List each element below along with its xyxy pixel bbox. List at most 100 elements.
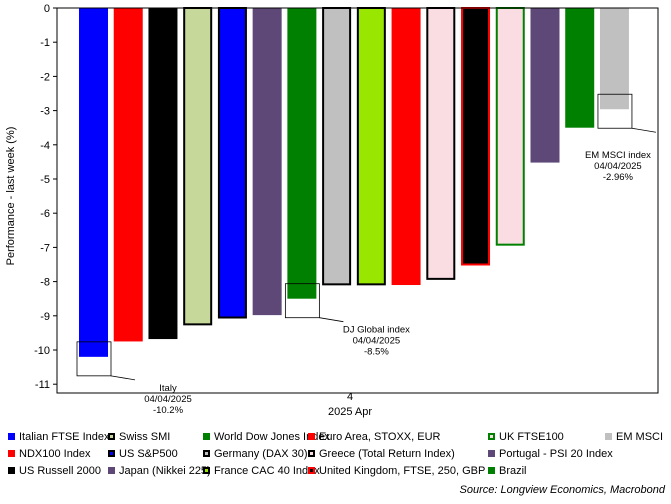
legend-label: France CAC 40 Index <box>214 464 320 477</box>
legend-label: Swiss SMI <box>119 430 171 443</box>
bar-euro-area-stoxx-eur <box>391 8 421 286</box>
legend-swatch <box>605 433 612 440</box>
x-tick-label-month: 2025 Apr <box>328 406 372 418</box>
legend-label: US S&P500 <box>119 447 178 460</box>
legend-label: Portugal - PSI 20 Index <box>499 447 613 460</box>
annotation-text: EM MSCI index <box>585 150 651 161</box>
bar-em-msci <box>599 8 629 110</box>
bar-swiss-smi <box>183 7 213 326</box>
bar-greece-total-return-index <box>426 7 456 280</box>
legend-label: Euro Area, STOXX, EUR <box>319 430 441 443</box>
y-tick-label: -3 <box>40 106 50 118</box>
legend-item: Italian FTSE Index <box>8 431 110 443</box>
annotation-text: -8.5% <box>364 347 389 358</box>
y-axis-label: Performance - last week (%) <box>5 127 17 266</box>
legend-item: UK FTSE100 <box>488 431 564 443</box>
legend-swatch <box>8 467 15 474</box>
legend-swatch <box>308 433 315 440</box>
legend-item: US S&P500 <box>108 448 178 460</box>
bars-layer <box>79 7 629 357</box>
bar-chart: 0-1-2-3-4-5-6-7-8-9-10-11 Italy04/04/202… <box>5 3 659 418</box>
bar-ndx100-index <box>113 8 143 342</box>
annotation-leader <box>631 127 657 133</box>
annotation-leader <box>319 317 344 323</box>
y-tick-label: -1 <box>40 37 50 49</box>
legend-row: NDX100 Index US S&P500 Germany (DAX 30) Gre… <box>8 445 668 462</box>
y-tick-label: 0 <box>44 3 50 15</box>
legend-swatch <box>488 450 495 457</box>
annotation-text: 04/04/2025 <box>594 161 642 172</box>
bar-italian-ftse-index <box>79 8 108 357</box>
legend-label: US Russell 2000 <box>19 464 101 477</box>
bar-world-dow-jones-index <box>287 8 317 299</box>
bar-france-cac-40-index <box>356 7 386 286</box>
legend-label: United Kingdom, FTSE, 250, GBP <box>319 464 486 477</box>
legend-label: Germany (DAX 30) <box>214 447 308 460</box>
annotation-text: 04/04/2025 <box>144 394 192 405</box>
bar-brazil <box>565 8 595 128</box>
legend-swatch <box>488 467 495 474</box>
legend-item: Japan (Nikkei 225) <box>108 465 211 477</box>
bar-united-kingdom-ftse-250-gbp <box>461 7 491 266</box>
annotation-text: 04/04/2025 <box>353 336 401 347</box>
legend-item: Brazil <box>488 465 527 477</box>
legend-item: Greece (Total Return Index) <box>308 448 455 460</box>
legend-swatch <box>8 450 15 457</box>
legend-label: UK FTSE100 <box>499 430 564 443</box>
legend-label: World Dow Jones Index <box>214 430 330 443</box>
legend-item: Euro Area, STOXX, EUR <box>308 431 440 443</box>
y-tick-label: -9 <box>40 311 50 323</box>
y-tick-label: -11 <box>35 379 50 391</box>
legend-label: Greece (Total Return Index) <box>319 447 455 460</box>
bar-japan-nikkei-225 <box>252 8 282 316</box>
annotation-box <box>597 93 633 129</box>
legend-label: NDX100 Index <box>19 447 91 460</box>
legend: Italian FTSE Index Swiss SMI World Dow Jon… <box>8 428 668 479</box>
legend-swatch <box>203 467 210 474</box>
bar-portugal-psi-20-index <box>530 8 560 163</box>
legend-item: US Russell 2000 <box>8 465 101 477</box>
bar-uk-ftse100 <box>495 7 525 246</box>
legend-label: Italian FTSE Index <box>19 430 110 443</box>
plot-frame <box>56 7 659 394</box>
source-note: Source: Longview Economics, Macrobond <box>459 484 665 496</box>
legend-swatch <box>308 450 315 457</box>
annotation-box <box>284 283 320 319</box>
legend-swatch <box>108 450 115 457</box>
annotation-text: Italy <box>159 383 177 394</box>
bar-germany-dax-30 <box>322 7 352 286</box>
legend-swatch <box>203 450 210 457</box>
legend-item: World Dow Jones Index <box>203 431 330 443</box>
y-tick-label: -7 <box>40 242 50 254</box>
legend-label: EM MSCI <box>616 430 664 443</box>
y-tick-label: -4 <box>40 140 50 152</box>
legend-item: Germany (DAX 30) <box>203 448 308 460</box>
legend-item: Portugal - PSI 20 Index <box>488 448 613 460</box>
annotation-leader <box>110 375 136 381</box>
y-tick-label: -5 <box>40 174 50 186</box>
legend-label: Japan (Nikkei 225) <box>119 464 211 477</box>
y-tick-label: -6 <box>40 208 50 220</box>
legend-swatch <box>108 467 115 474</box>
legend-label: Brazil <box>499 464 527 477</box>
bar-us-s-p500 <box>217 7 247 319</box>
annotation-text: DJ Global index <box>343 325 410 336</box>
annotation-box <box>76 341 112 377</box>
y-tick-label: -8 <box>40 277 50 289</box>
x-tick-label-day: 4 <box>347 391 353 403</box>
legend-item: EM MSCI <box>605 431 663 443</box>
y-tick-label: -2 <box>40 71 50 83</box>
legend-row: Italian FTSE Index Swiss SMI World Dow Jon… <box>8 428 668 445</box>
y-axis: 0 -1 -2 -3 -4 -5 -6 -7 -8 -9 -10 -11 <box>34 3 659 394</box>
annotation-text: -2.96% <box>603 172 634 183</box>
annotation-text: -10.2% <box>153 405 184 416</box>
legend-swatch <box>203 433 210 440</box>
legend-swatch <box>108 433 115 440</box>
legend-swatch <box>8 433 15 440</box>
legend-swatch <box>308 467 315 474</box>
legend-swatch <box>488 433 495 440</box>
bar-us-russell-2000 <box>148 8 178 340</box>
legend-row: US Russell 2000 Japan (Nikkei 225) France … <box>8 462 668 479</box>
legend-item: Swiss SMI <box>108 431 170 443</box>
